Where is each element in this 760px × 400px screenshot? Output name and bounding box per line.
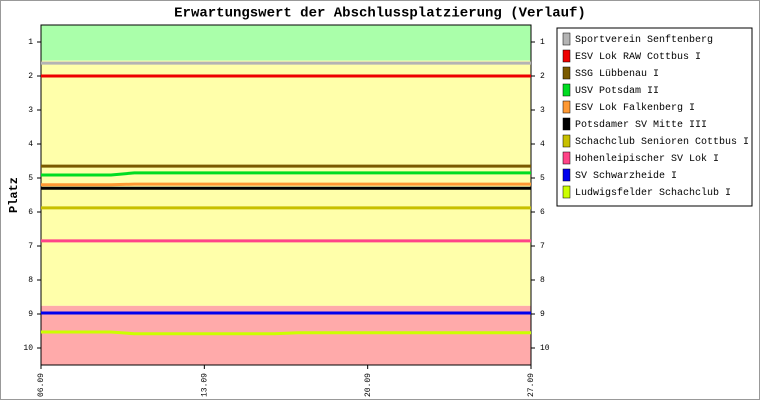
chart-title: Erwartungswert der Abschlussplatzierung … [174, 6, 586, 22]
legend-label: Sportverein Senftenberg [575, 34, 713, 46]
legend-swatch [562, 49, 571, 63]
legend-box [556, 27, 753, 207]
legend-label: USV Potsdam II [575, 85, 659, 97]
legend-swatch [562, 83, 571, 97]
y-tick-label: 8 [540, 276, 545, 285]
y-tick-label: 7 [540, 242, 545, 251]
legend-swatch [562, 151, 571, 165]
legend-label: Hohenleipischer SV Lok I [575, 153, 719, 165]
y-tick-label: 5 [540, 174, 545, 183]
legend-swatch [562, 66, 571, 80]
legend-swatch [562, 32, 571, 46]
legend-swatch [562, 100, 571, 114]
legend-swatch [562, 168, 571, 182]
series-line [41, 330, 531, 336]
x-tick-label: 27.09 [527, 373, 536, 397]
legend-label: Schachclub Senioren Cottbus I [575, 136, 749, 148]
band [41, 305, 531, 365]
y-tick-label: 4 [540, 140, 545, 149]
y-tick-label: 1 [28, 38, 33, 47]
band [41, 25, 531, 61]
legend-label: Potsdamer SV Mitte III [575, 119, 707, 131]
plot-border [40, 24, 532, 366]
y-tick-label: 6 [540, 208, 545, 217]
y-tick-label: 5 [28, 174, 33, 183]
legend-label: SSG Lübbenau I [575, 68, 659, 80]
y-tick-label: 2 [540, 72, 545, 81]
y-tick-label: 10 [540, 344, 550, 353]
series-line [41, 171, 531, 177]
y-tick-label: 7 [28, 242, 33, 251]
y-tick-label: 2 [28, 72, 33, 81]
y-tick-label: 6 [28, 208, 33, 217]
y-tick-label: 8 [28, 276, 33, 285]
x-tick-label: 20.09 [364, 373, 373, 397]
y-tick-label: 4 [28, 140, 33, 149]
legend-swatch [562, 134, 571, 148]
legend-label: ESV Lok RAW Cottbus I [575, 51, 701, 63]
y-tick-label: 9 [28, 310, 33, 319]
legend-label: ESV Lok Falkenberg I [575, 102, 695, 114]
series-line [41, 182, 531, 187]
x-tick-label: 13.09 [200, 373, 209, 397]
x-tick-label: 06.09 [37, 373, 46, 397]
legend-label: SV Schwarzheide I [575, 170, 677, 182]
y-tick-label: 1 [540, 38, 545, 47]
legend-swatch [562, 117, 571, 131]
y-tick-label: 10 [23, 344, 33, 353]
legend-label: Ludwigsfelder Schachclub I [575, 187, 731, 199]
legend-swatch [562, 185, 571, 199]
y-tick-label: 3 [28, 106, 33, 115]
y-tick-label: 9 [540, 310, 545, 319]
y-axis-label: Platz [7, 177, 21, 213]
y-tick-label: 3 [540, 106, 545, 115]
